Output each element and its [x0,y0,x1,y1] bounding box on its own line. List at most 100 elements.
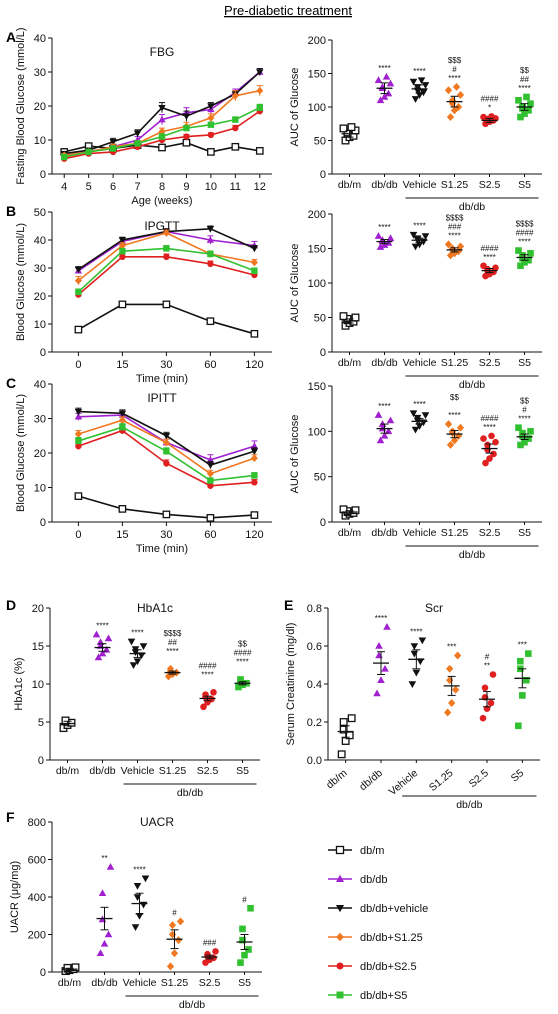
data-point [382,72,391,80]
y-tick-label: 20 [34,291,46,303]
chart-title: IPITT [147,391,177,405]
data-point [133,894,142,901]
x-tick-label: db/db [357,767,385,793]
data-point [386,416,395,424]
significance-label: **** [448,231,460,240]
significance-label: **** [448,74,460,83]
x-tick-label: 60 [204,529,216,541]
data-point [339,124,348,133]
data-point [380,241,389,248]
data-point [339,718,348,726]
data-point [241,951,248,959]
data-point [207,121,215,128]
category-db-db: **** [92,622,113,661]
category-s2-5: ****#### [480,414,499,467]
data-point [490,450,497,458]
x-tick-label: 12 [254,181,266,193]
data-point [386,79,395,87]
category-s2-5: **# [479,653,497,722]
data-point [94,653,103,661]
x-tick-label: 10 [205,181,217,193]
y-tick-label: 100 [308,102,326,114]
x-tick-label: db/db [91,977,117,989]
data-point [71,963,80,972]
category-s1-25: **** $$ [444,393,465,449]
data-point [139,643,148,650]
chart-f: 0 200 400 600 800 UACR (μg/mg) UACR db/m ** db/db… [9,815,262,1011]
x-tick-label: S1.25 [161,977,189,989]
y-axis-label: Fasting Blood Glucose (mmol/L) [15,27,27,184]
data-point [208,695,215,703]
data-point [519,692,526,699]
significance-label: #### [481,414,499,423]
data-point [523,676,530,684]
data-point [256,104,263,111]
y-axis-label: Serum Creatinine (mg/dl) [285,623,297,746]
series-db-db-s2-5 [75,253,258,298]
data-point [411,243,420,251]
data-point [250,245,259,253]
y-tick-label: 0 [40,517,46,529]
data-point [74,266,83,274]
legend-label: db/db+S2.5 [360,961,417,973]
data-point [207,114,215,122]
group-label: db/db [459,549,485,561]
legend-label: db/db+S1.25 [360,932,423,944]
x-tick-label: S1.25 [159,765,187,777]
x-tick-label: 5 [86,181,92,193]
data-point [492,264,499,272]
data-point [517,262,524,270]
data-point [212,948,219,955]
y-tick-label: 50 [314,313,326,325]
data-point [74,430,82,438]
data-point [410,650,419,658]
data-point [158,143,166,152]
data-point [450,436,459,445]
data-point [74,408,83,416]
data-point [109,138,117,146]
y-tick-label: 100 [308,426,326,438]
series-db-db-s5 [75,245,258,295]
category-s5: ****####$$ [234,639,252,691]
legend-item-db-db: db/db [328,874,388,886]
x-tick-label: Vehicle [121,765,155,777]
x-tick-label: Vehicle [403,527,437,539]
data-point [158,115,166,123]
data-point [411,426,420,434]
data-point [162,229,170,237]
data-point [488,432,495,440]
data-point [182,113,191,121]
data-point [351,313,360,322]
data-point [207,131,215,139]
y-tick-label: 50 [314,136,326,148]
data-point [421,412,430,419]
significance-label: *** [447,643,456,652]
category-db-m [59,716,76,733]
significance-label: **** [378,64,390,73]
legend-item-db-db-s1-25: db/db+S1.25 [328,932,423,944]
y-tick-label: 10 [32,679,44,691]
y-tick-label: 50 [314,472,326,484]
significance-label: **** [375,614,387,623]
data-point [164,672,173,681]
category-vehicle: **** [409,222,430,251]
chart-title: FBG [150,45,175,59]
y-tick-label: 40 [34,33,46,45]
x-tick-label: 120 [245,359,263,371]
x-tick-label: 0 [75,529,81,541]
data-point [374,232,383,239]
significance-label: # [242,895,247,904]
series-db-m [74,300,259,338]
y-tick-label: 150 [308,69,326,81]
data-point [250,258,258,267]
data-point [235,683,242,691]
significance-label: ### [448,222,462,231]
data-point [176,917,185,926]
category-db-db: **** [374,64,395,104]
legend-marker [335,845,345,855]
data-point [162,433,171,440]
y-tick-label: 20 [32,603,44,615]
data-point [183,133,190,140]
category-vehicle: **** [409,400,430,434]
